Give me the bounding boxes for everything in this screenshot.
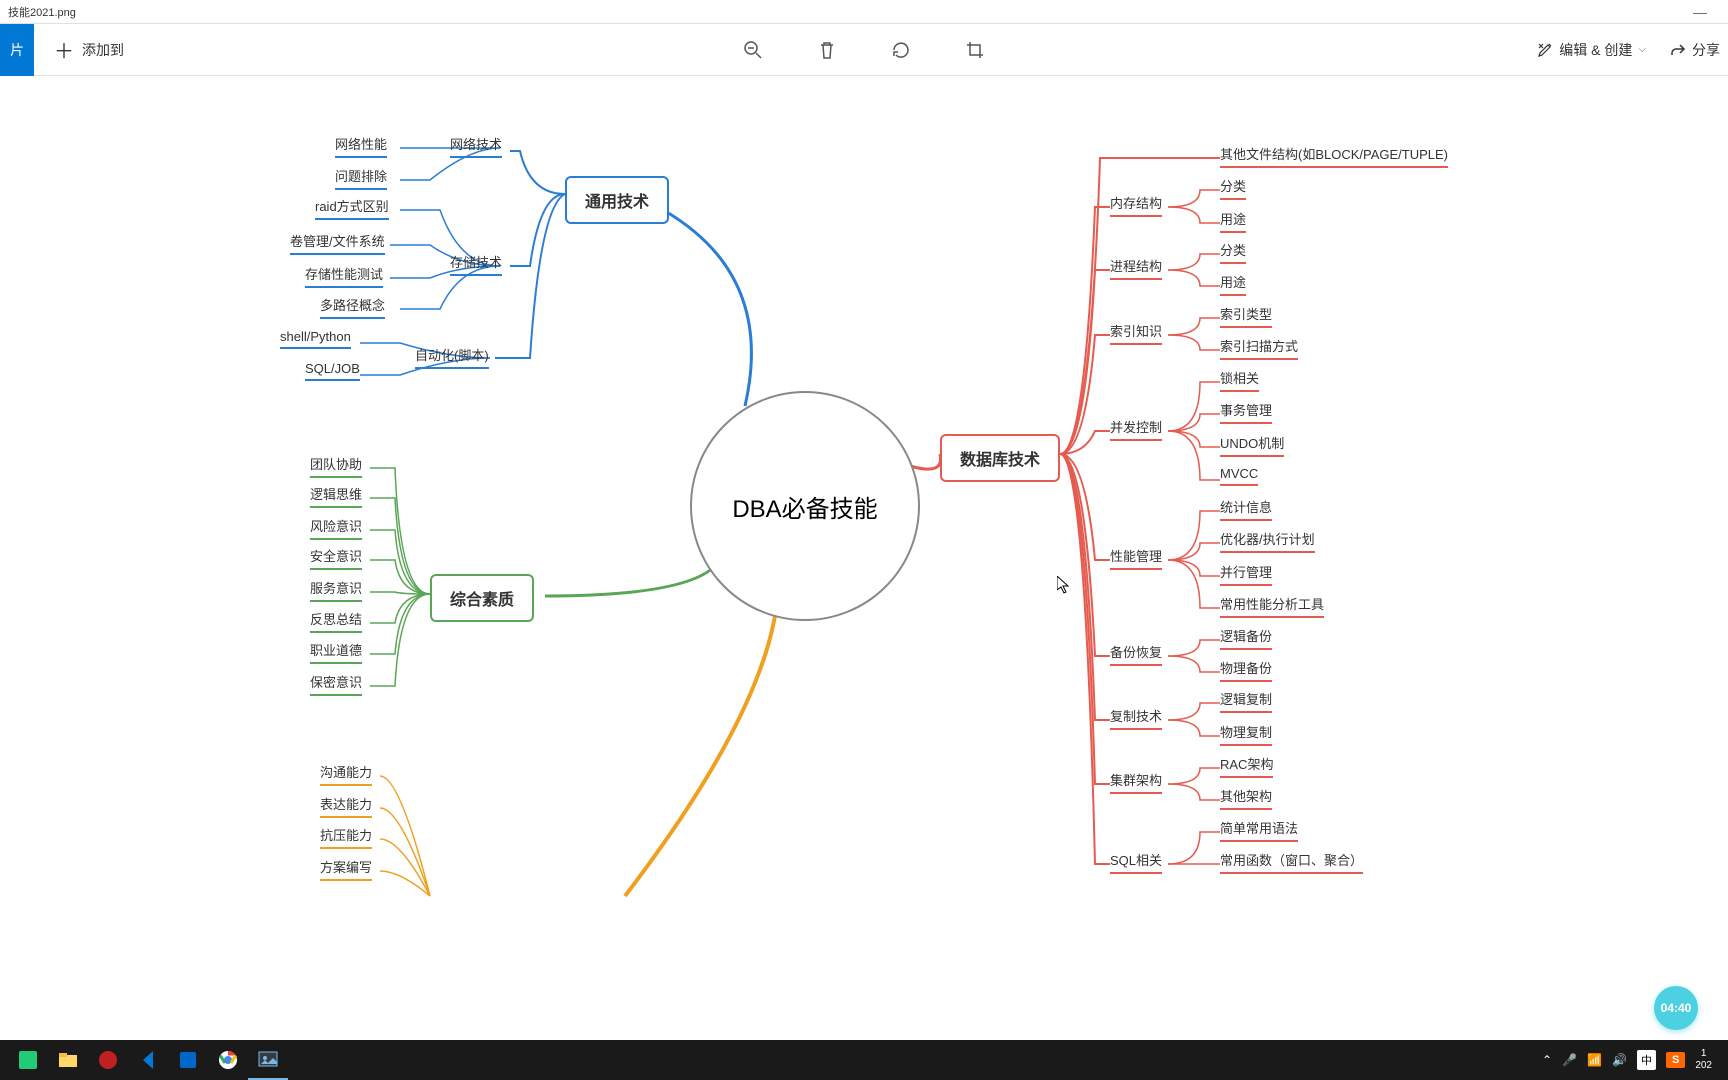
chevron-down-icon: ⌵ (1638, 44, 1646, 55)
task-app-1[interactable] (8, 1040, 48, 1080)
mindmap-node: shell/Python (280, 329, 351, 349)
mindmap-node: 问题排除 (335, 166, 387, 190)
mindmap-node: 表达能力 (320, 794, 372, 818)
mindmap-node: 网络性能 (335, 134, 387, 158)
mindmap-node: 常用性能分析工具 (1220, 594, 1324, 618)
window-title: 技能2021.png (8, 4, 76, 20)
mindmap-node: 存储性能测试 (305, 264, 383, 288)
mindmap-node: 优化器/执行计划 (1220, 529, 1315, 553)
mindmap-node: 用途 (1220, 209, 1246, 233)
mindmap-node: 统计信息 (1220, 497, 1272, 521)
center-node: DBA必备技能 (690, 391, 920, 621)
plus-icon: ＋ (54, 35, 74, 64)
tray-wifi-icon[interactable]: 📶 (1587, 1053, 1602, 1067)
mindmap-node: 索引知识 (1110, 321, 1162, 345)
delete-icon[interactable] (815, 38, 839, 62)
mindmap-node: 方案编写 (320, 857, 372, 881)
tray-clock[interactable]: 1 202 (1695, 1048, 1712, 1072)
mindmap-node: 物理复制 (1220, 722, 1272, 746)
mindmap-node: 卷管理/文件系统 (290, 231, 385, 255)
mindmap-node: 复制技术 (1110, 706, 1162, 730)
mindmap-node: 抗压能力 (320, 825, 372, 849)
mindmap-canvas[interactable]: DBA必备技能 通用技术数据库技术综合素质 网络技术存储技术自动化(脚本) 网络性能问… (0, 76, 1728, 1040)
tray-ime[interactable]: 中 (1637, 1050, 1656, 1070)
photo-tab[interactable]: 片 (0, 24, 34, 76)
mindmap-node: 并发控制 (1110, 417, 1162, 441)
mindmap-node: 常用函数（窗口、聚合） (1220, 850, 1363, 874)
toolbar: 片 ＋ 添加到 编辑 & 创建 ⌵ 分享 (0, 24, 1728, 76)
mindmap-node: 逻辑思维 (310, 484, 362, 508)
mindmap-node: 沟通能力 (320, 762, 372, 786)
toolbar-center (741, 38, 987, 62)
mindmap-node: 自动化(脚本) (415, 345, 489, 369)
mindmap-node: 并行管理 (1220, 562, 1272, 586)
task-app-3[interactable] (88, 1040, 128, 1080)
task-vscode[interactable] (128, 1040, 168, 1080)
mindmap-node: 集群架构 (1110, 770, 1162, 794)
branch-box: 综合素质 (430, 574, 534, 622)
mindmap-node: 简单常用语法 (1220, 818, 1298, 842)
mindmap-node: 服务意识 (310, 578, 362, 602)
branch-box: 通用技术 (565, 176, 669, 224)
taskbar: ⌃ 🎤 📶 🔊 中 S 1 202 (0, 1040, 1728, 1080)
titlebar: 技能2021.png — (0, 0, 1728, 24)
mindmap-node: 逻辑复制 (1220, 689, 1272, 713)
share-button[interactable]: 分享 (1670, 40, 1720, 60)
mindmap-node: raid方式区别 (315, 196, 389, 220)
tray-chevron-icon[interactable]: ⌃ (1542, 1053, 1552, 1067)
task-file-explorer[interactable] (48, 1040, 88, 1080)
task-chrome[interactable] (208, 1040, 248, 1080)
mindmap-node: 安全意识 (310, 546, 362, 570)
mindmap-node: 用途 (1220, 272, 1246, 296)
branch-box: 数据库技术 (940, 434, 1060, 482)
add-to-button[interactable]: ＋ 添加到 (54, 35, 124, 64)
mindmap-node: 物理备份 (1220, 658, 1272, 682)
mindmap-node: 其他架构 (1220, 786, 1272, 810)
mindmap-node: UNDO机制 (1220, 433, 1284, 457)
mindmap-node: 分类 (1220, 240, 1246, 264)
system-tray[interactable]: ⌃ 🎤 📶 🔊 中 S 1 202 (1542, 1048, 1720, 1072)
mindmap-node: 事务管理 (1220, 400, 1272, 424)
share-icon (1670, 42, 1686, 58)
task-app-5[interactable] (168, 1040, 208, 1080)
tray-volume-icon[interactable]: 🔊 (1612, 1053, 1627, 1067)
mindmap-node: SQL相关 (1110, 850, 1162, 874)
task-photos[interactable] (248, 1040, 288, 1080)
mindmap-node: 风险意识 (310, 516, 362, 540)
tray-sogou[interactable]: S (1666, 1052, 1685, 1068)
tray-mic-icon[interactable]: 🎤 (1562, 1053, 1577, 1067)
timer-badge[interactable]: 04:40 (1654, 986, 1698, 1030)
edit-create-button[interactable]: 编辑 & 创建 ⌵ (1537, 40, 1646, 60)
mindmap-node: MVCC (1220, 466, 1258, 486)
mindmap-node: 备份恢复 (1110, 642, 1162, 666)
mindmap-node: 逻辑备份 (1220, 626, 1272, 650)
mindmap-node: 其他文件结构(如BLOCK/PAGE/TUPLE) (1220, 144, 1448, 168)
mindmap-node: 多路径概念 (320, 295, 385, 319)
mindmap-node: SQL/JOB (305, 361, 360, 381)
rotate-icon[interactable] (889, 38, 913, 62)
mindmap-node: 职业道德 (310, 640, 362, 664)
mindmap-node: 性能管理 (1110, 546, 1162, 570)
mindmap-node: 保密意识 (310, 672, 362, 696)
mindmap-node: 分类 (1220, 176, 1246, 200)
zoom-icon[interactable] (741, 38, 765, 62)
mindmap-node: 进程结构 (1110, 256, 1162, 280)
edit-icon (1537, 42, 1553, 58)
mindmap-node: 反思总结 (310, 609, 362, 633)
mindmap-node: 内存结构 (1110, 193, 1162, 217)
mindmap-node: 锁相关 (1220, 368, 1259, 392)
minimize-icon[interactable]: — (1680, 4, 1720, 20)
crop-icon[interactable] (963, 38, 987, 62)
mindmap-node: 存储技术 (450, 252, 502, 276)
mindmap-node: 索引扫描方式 (1220, 336, 1298, 360)
mindmap-node: 索引类型 (1220, 304, 1272, 328)
mindmap-node: 团队协助 (310, 454, 362, 478)
mindmap-node: 网络技术 (450, 134, 502, 158)
mindmap-node: RAC架构 (1220, 754, 1273, 778)
